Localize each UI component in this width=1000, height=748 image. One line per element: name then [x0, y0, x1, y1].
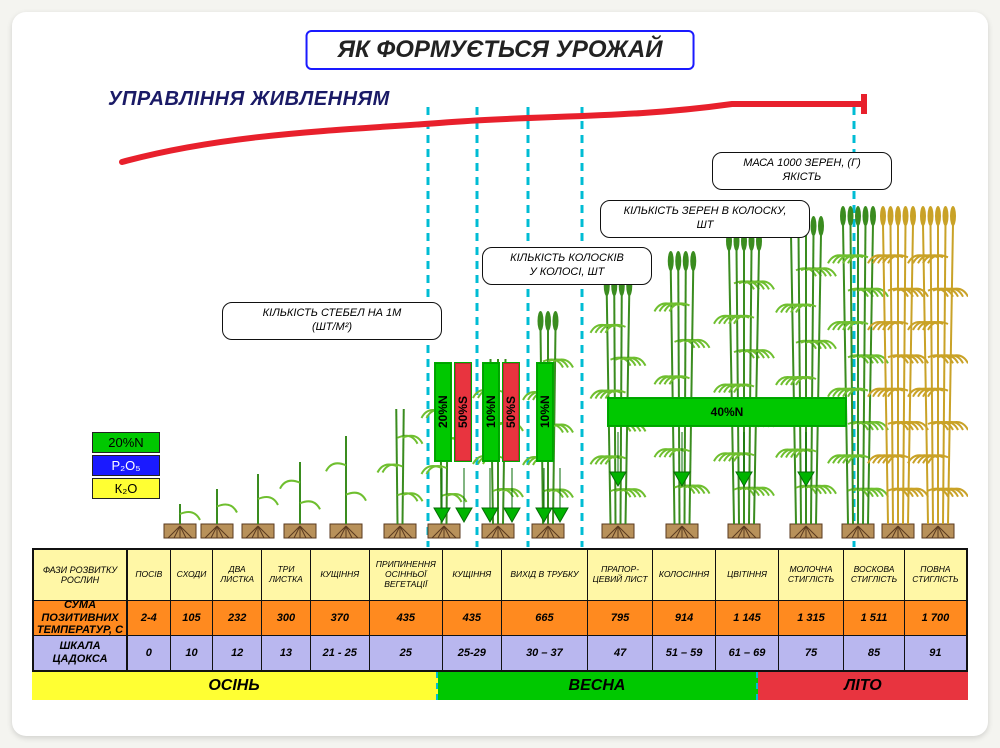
callout-c2: КІЛЬКІСТЬ КОЛОСКІВ У КОЛОСІ, ШТ	[482, 247, 652, 285]
table-cell: ПОВНА СТИГЛІСТЬ	[905, 550, 966, 600]
season-row: ОСІНЬВЕСНАЛІТО	[32, 672, 968, 700]
table-cell: КОЛОСІННЯ	[653, 550, 716, 600]
table-cell: 1 145	[716, 601, 779, 635]
callout-c3: КІЛЬКІСТЬ ЗЕРЕН В КОЛОСКУ, ШТ	[600, 200, 810, 238]
season-ЛІТО: ЛІТО	[758, 672, 968, 700]
table-cell: 370	[311, 601, 370, 635]
table-cell: 232	[213, 601, 262, 635]
nutrient-stack: 20%N Р₂О₅ К₂О	[92, 432, 160, 501]
nitrogen-box: 20%N	[92, 432, 160, 453]
table-cell: 1 315	[779, 601, 844, 635]
table-cell: 61 – 69	[716, 636, 779, 670]
table-cell: 21 - 25	[311, 636, 370, 670]
table-cell: ЦВІТІННЯ	[716, 550, 779, 600]
row-label-temps: СУМА ПОЗИТИВНИХ ТЕМПЕРАТУР, С	[34, 601, 128, 635]
nutrient-bar-1: 50%S	[454, 362, 472, 462]
table-cell: ПОСІВ	[128, 550, 171, 600]
table-cell: 12	[213, 636, 262, 670]
table-cell: КУЩІННЯ	[443, 550, 502, 600]
data-table: ФАЗИ РОЗВИТКУ РОСЛИН ПОСІВСХОДИДВА ЛИСТК…	[32, 548, 968, 672]
table-cell: 0	[128, 636, 171, 670]
table-cell: ВИХІД В ТРУБКУ	[502, 550, 588, 600]
table-cell: 85	[844, 636, 905, 670]
main-title: ЯК ФОРМУЄТЬСЯ УРОЖАЙ	[306, 30, 695, 70]
nutrient-bar-2: 10%N	[482, 362, 500, 462]
table-cell: 300	[262, 601, 311, 635]
table-cell: СХОДИ	[171, 550, 214, 600]
table-cell: 435	[443, 601, 502, 635]
table-row-phases: ФАЗИ РОЗВИТКУ РОСЛИН ПОСІВСХОДИДВА ЛИСТК…	[34, 550, 966, 600]
diagram-area: КІЛЬКІСТЬ СТЕБЕЛ НА 1М (ШТ/М²) КІЛЬКІСТЬ …	[32, 72, 968, 547]
table-cell: 10	[171, 636, 214, 670]
table-row-temps: СУМА ПОЗИТИВНИХ ТЕМПЕРАТУР, С 2-41052323…	[34, 600, 966, 635]
nutrient-bar-3: 50%S	[502, 362, 520, 462]
callout-c1: КІЛЬКІСТЬ СТЕБЕЛ НА 1М (ШТ/М²)	[222, 302, 442, 340]
table-cell: 914	[653, 601, 716, 635]
table-cell: 30 – 37	[502, 636, 588, 670]
table-cell: ПРИПИНЕННЯ ОСІННЬОЇ ВЕГЕТАЦІЇ	[370, 550, 443, 600]
table-cell: 1 511	[844, 601, 905, 635]
season-ВЕСНА: ВЕСНА	[438, 672, 758, 700]
table-cell: 25	[370, 636, 443, 670]
nutrient-bar-5: 40%N	[607, 397, 847, 427]
table-cell: 665	[502, 601, 588, 635]
phosphorus-box: Р₂О₅	[92, 455, 160, 476]
table-cell: ПРАПОР-ЦЕВИЙ ЛИСТ	[588, 550, 653, 600]
table-cell: 47	[588, 636, 653, 670]
potassium-box: К₂О	[92, 478, 160, 499]
table-cell: 795	[588, 601, 653, 635]
table-row-zadoks: ШКАЛА ЦАДОКСА 010121321 - 252525-2930 – …	[34, 635, 966, 670]
table-cell: 105	[171, 601, 214, 635]
table-cell: ТРИ ЛИСТКА	[262, 550, 311, 600]
table-cell: 91	[905, 636, 966, 670]
table-cell: КУЩІННЯ	[311, 550, 370, 600]
row-label-zadoks: ШКАЛА ЦАДОКСА	[34, 636, 128, 670]
table-cell: 435	[370, 601, 443, 635]
table-cell: 25-29	[443, 636, 502, 670]
table-cell: 13	[262, 636, 311, 670]
table-cell: ВОСКОВА СТИГЛІСТЬ	[844, 550, 905, 600]
table-cell: 51 – 59	[653, 636, 716, 670]
table-cell: МОЛОЧНА СТИГЛІСТЬ	[779, 550, 844, 600]
row-label-phases: ФАЗИ РОЗВИТКУ РОСЛИН	[34, 550, 128, 600]
nutrient-bar-0: 20%N	[434, 362, 452, 462]
callout-c4: МАСА 1000 ЗЕРЕН, (Г) ЯКІСТЬ	[712, 152, 892, 190]
table-cell: 1 700	[905, 601, 966, 635]
table-cell: 2-4	[128, 601, 171, 635]
table-cell: ДВА ЛИСТКА	[213, 550, 262, 600]
season-ОСІНЬ: ОСІНЬ	[32, 672, 438, 700]
table-cell: 75	[779, 636, 844, 670]
nutrient-bar-4: 10%N	[536, 362, 554, 462]
